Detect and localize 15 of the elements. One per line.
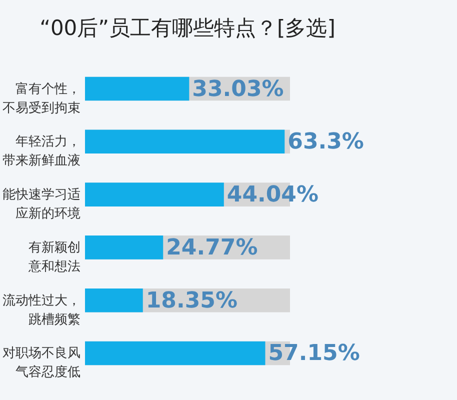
bar <box>85 288 143 312</box>
data-label: 33.03% <box>192 76 284 102</box>
data-label: 63.3% <box>288 130 364 155</box>
bar <box>85 130 285 154</box>
y-tick-label: 富有个性，不易受到拘束 <box>2 80 80 116</box>
data-label: 18.35% <box>146 288 238 314</box>
y-tick-label: 对职场不良风气容忍度低 <box>2 346 80 380</box>
y-tick-label: 有新颖创意和想法 <box>28 240 80 274</box>
chart-title: “00后”员工有哪些特点？[多选] <box>40 16 336 40</box>
y-tick-label: 流动性过大，跳槽频繁 <box>2 292 80 328</box>
data-label: 44.04% <box>226 182 319 208</box>
y-tick-label: 年轻活力，带来新鲜血液 <box>2 134 80 169</box>
y-tick-label: 能快速学习适应新的环境 <box>2 188 80 222</box>
data-label: 57.15% <box>268 341 360 366</box>
data-label: 24.77% <box>166 235 258 260</box>
